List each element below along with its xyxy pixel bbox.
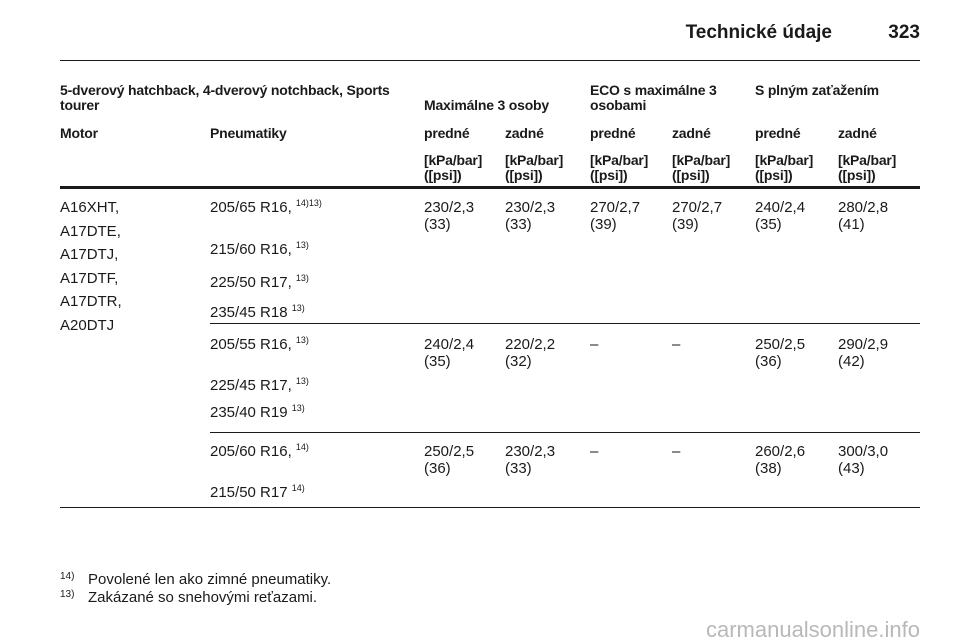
tire-size: 205/55 R16, 13) bbox=[210, 335, 309, 353]
tire-size: 215/60 R16, 13) bbox=[210, 240, 309, 258]
pressure-psi: (43) bbox=[838, 460, 865, 477]
group-header: ECO s maximálne 3 osobami bbox=[590, 82, 717, 113]
pressure-psi: (41) bbox=[838, 216, 865, 233]
pressure-psi: (35) bbox=[424, 353, 451, 370]
page-number: 323 bbox=[888, 22, 920, 43]
footnote-ref: 13) bbox=[291, 303, 305, 313]
tire-size: 225/50 R17, 13) bbox=[210, 273, 309, 291]
column-header: Pneumatiky bbox=[210, 125, 287, 141]
footnote-ref: 14) bbox=[295, 442, 309, 452]
footnote-ref: 14)13) bbox=[295, 198, 322, 208]
column-header: predné bbox=[424, 125, 470, 141]
unit: ([psi]) bbox=[590, 167, 628, 183]
footnote-ref: 13) bbox=[295, 376, 309, 386]
unit: [kPa/bar] bbox=[838, 152, 897, 168]
engine: A16XHT, bbox=[60, 199, 120, 216]
pressure: – bbox=[590, 336, 599, 353]
unit: ([psi]) bbox=[505, 167, 543, 183]
tire-size: 235/45 R18 13) bbox=[210, 303, 305, 321]
pressure-psi: (36) bbox=[755, 353, 782, 370]
table-end-rule bbox=[60, 507, 920, 508]
unit: [kPa/bar] bbox=[755, 152, 814, 168]
unit: ([psi]) bbox=[838, 167, 876, 183]
pressure-psi: (42) bbox=[838, 353, 865, 370]
column-header: zadné bbox=[505, 125, 544, 141]
pressure-psi: (33) bbox=[505, 460, 532, 477]
column-header: zadné bbox=[672, 125, 711, 141]
tire-size: 205/60 R16, 14) bbox=[210, 442, 309, 460]
footnote-ref: 14) bbox=[291, 483, 305, 493]
unit: ([psi]) bbox=[755, 167, 793, 183]
unit: [kPa/bar] bbox=[424, 152, 483, 168]
pressure-psi: (33) bbox=[505, 216, 532, 233]
footnote-ref: 13) bbox=[295, 273, 309, 283]
pressure: 260/2,6 bbox=[755, 443, 806, 460]
pressure: – bbox=[590, 443, 599, 460]
group-rule bbox=[210, 432, 920, 433]
group-header: S plným zaťažením bbox=[755, 82, 879, 98]
tire-size: 225/45 R17, 13) bbox=[210, 376, 309, 394]
column-header: predné bbox=[590, 125, 636, 141]
column-header: zadné bbox=[838, 125, 877, 141]
tire-size: 205/65 R16, 14)13) bbox=[210, 198, 322, 216]
pressure: 300/3,0 bbox=[838, 443, 889, 460]
pressure: 230/2,3 bbox=[505, 443, 556, 460]
tire-size: 215/50 R17 14) bbox=[210, 483, 305, 501]
pressure: – bbox=[672, 336, 681, 353]
pressure-psi: (36) bbox=[424, 460, 451, 477]
pressure: 240/2,4 bbox=[424, 336, 475, 353]
watermark: carmanualsonline.info bbox=[705, 617, 920, 642]
group-rule bbox=[210, 323, 920, 324]
pressure-psi: (38) bbox=[755, 460, 782, 477]
engine: A17DTR, bbox=[60, 293, 122, 310]
pressure-psi: (39) bbox=[672, 216, 699, 233]
table-header-rule bbox=[60, 186, 920, 189]
unit: [kPa/bar] bbox=[672, 152, 731, 168]
footnote-ref: 13) bbox=[291, 403, 305, 413]
column-header: predné bbox=[755, 125, 801, 141]
pressure: 230/2,3 bbox=[424, 199, 475, 216]
pressure-psi: (35) bbox=[755, 216, 782, 233]
section-title: Technické údaje bbox=[685, 22, 832, 43]
pressure: 230/2,3 bbox=[505, 199, 556, 216]
pressure: 290/2,9 bbox=[838, 336, 889, 353]
footnote-mark: 14) bbox=[60, 571, 75, 582]
tire-size: 235/40 R19 13) bbox=[210, 403, 305, 421]
footnote-text: Zakázané so snehovými reťazami. bbox=[88, 589, 318, 606]
column-header: Motor bbox=[60, 125, 98, 141]
pressure: 270/2,7 bbox=[672, 199, 723, 216]
group-header: Maximálne 3 osoby bbox=[424, 97, 549, 113]
pressure: 250/2,5 bbox=[755, 336, 806, 353]
footnote-ref: 13) bbox=[295, 240, 309, 250]
pressure-psi: (39) bbox=[590, 216, 617, 233]
unit: ([psi]) bbox=[672, 167, 710, 183]
engine: A17DTF, bbox=[60, 269, 119, 287]
pressure: 280/2,8 bbox=[838, 199, 889, 216]
group-header: 5-dverový hatchback, 4-dverový notchback… bbox=[60, 82, 390, 113]
header-rule bbox=[60, 60, 920, 61]
footnote-ref: 13) bbox=[295, 335, 309, 345]
unit: [kPa/bar] bbox=[505, 152, 564, 168]
unit: ([psi]) bbox=[424, 167, 462, 183]
footnote-text: Povolené len ako zimné pneumatiky. bbox=[88, 571, 332, 588]
engine: A17DTJ, bbox=[60, 246, 119, 263]
pressure: 250/2,5 bbox=[424, 443, 475, 460]
unit: [kPa/bar] bbox=[590, 152, 649, 168]
pressure: – bbox=[672, 443, 681, 460]
pressure-psi: (33) bbox=[424, 216, 451, 233]
engine: A20DTJ bbox=[60, 316, 115, 334]
pressure: 270/2,7 bbox=[590, 199, 641, 216]
pressure-psi: (32) bbox=[505, 353, 532, 370]
footnote-mark: 13) bbox=[60, 589, 75, 600]
pressure: 220/2,2 bbox=[505, 336, 556, 353]
pressure: 240/2,4 bbox=[755, 199, 806, 216]
engine: A17DTE, bbox=[60, 222, 121, 240]
